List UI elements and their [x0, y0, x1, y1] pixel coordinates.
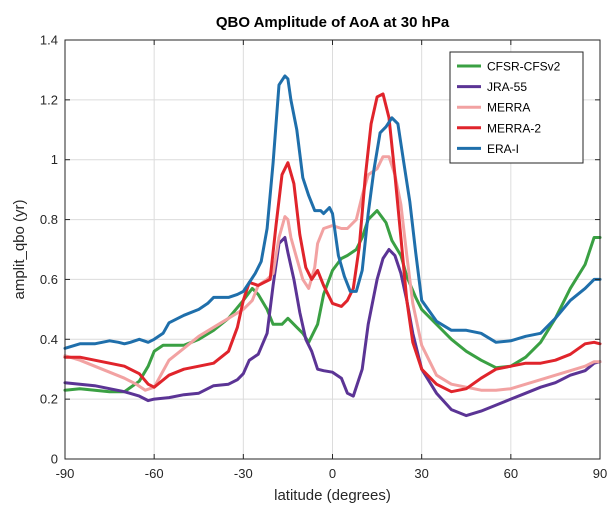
- series-lines: [63, 74, 602, 418]
- x-tick-label: 90: [593, 466, 607, 481]
- x-tick-label: 60: [504, 466, 518, 481]
- x-tick-label: 30: [414, 466, 428, 481]
- y-tick-label: 0.4: [40, 332, 58, 347]
- legend: CFSR-CFSv2 JRA-55 MERRA MERRA-2 ERA-I: [449, 51, 584, 164]
- y-tick-label: 1: [51, 152, 58, 167]
- series-line-jra-55: [63, 236, 602, 418]
- legend-label: JRA-55: [487, 80, 527, 94]
- x-tick-label: 0: [329, 466, 336, 481]
- y-axis-label: amplit_qbo (yr): [11, 199, 28, 299]
- legend-label: MERRA-2: [487, 121, 541, 135]
- series-line-era-i: [63, 74, 602, 350]
- y-tick-label: 0: [51, 452, 58, 467]
- series-line-merra-2: [63, 92, 602, 394]
- y-tick-label: 1.4: [40, 33, 58, 48]
- x-tick-label: -30: [234, 466, 253, 481]
- x-tick-label: -90: [56, 466, 75, 481]
- y-tick-label: 0.6: [40, 272, 58, 287]
- y-tick-label: 0.8: [40, 212, 58, 227]
- axis-ticks: -90 -60 -30 0 30 60 90 0 0.2 0.4 0.6 0.8 1 1.2 1.4: [40, 33, 607, 482]
- x-axis-label: latitude (degrees): [274, 487, 391, 504]
- legend-label: CFSR-CFSv2: [487, 60, 561, 74]
- legend-label: MERRA: [487, 101, 530, 115]
- chart-title: QBO Amplitude of AoA at 30 hPa: [216, 14, 450, 31]
- x-tick-label: -60: [145, 466, 164, 481]
- y-tick-label: 0.2: [40, 392, 58, 407]
- series-line-merra: [63, 155, 602, 392]
- y-tick-label: 1.2: [40, 92, 58, 107]
- series-line-cfsr-cfsv2: [63, 209, 602, 394]
- legend-label: ERA-I: [487, 142, 519, 156]
